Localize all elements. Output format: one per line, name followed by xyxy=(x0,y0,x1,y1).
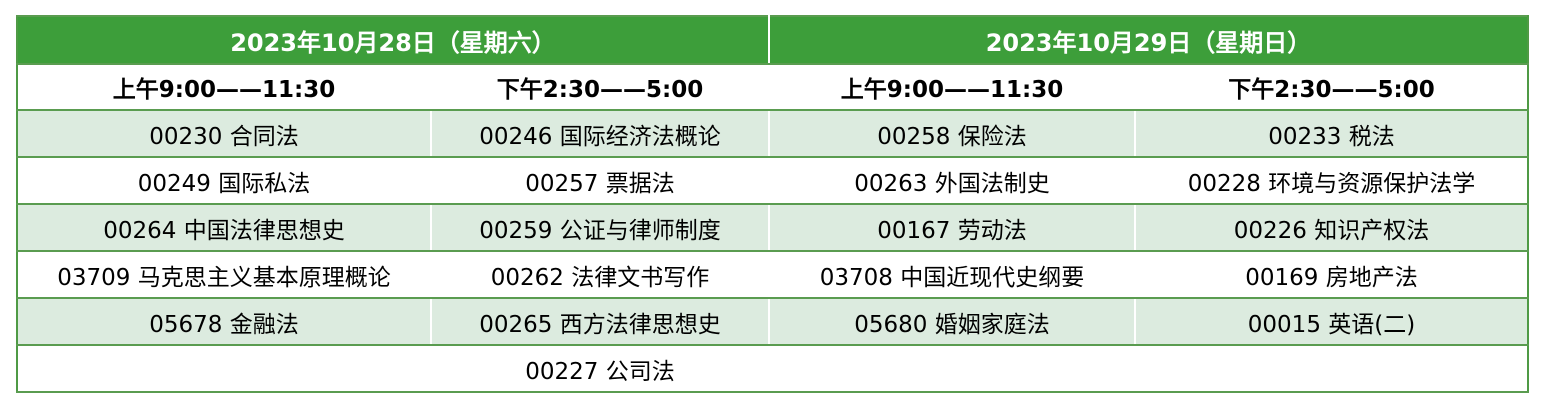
course-cell: 00246 国际经济法概论 xyxy=(430,109,770,158)
table-row: 00264 中国法律思想史 00259 公证与律师制度 00167 劳动法 00226… xyxy=(16,203,1529,252)
course-cell: 03708 中国近现代史纲要 xyxy=(768,250,1136,299)
course-cell: 05680 婚姻家庭法 xyxy=(768,297,1136,346)
course-cell: 00226 知识产权法 xyxy=(1134,203,1529,252)
course-cell xyxy=(768,344,1136,393)
table-row: 00249 国际私法 00257 票据法 00263 外国法制史 00228 环境与资… xyxy=(16,156,1529,205)
course-cell: 00015 英语(二) xyxy=(1134,297,1529,346)
course-cell: 00227 公司法 xyxy=(430,344,770,393)
course-cell: 00228 环境与资源保护法学 xyxy=(1134,156,1529,205)
course-cell xyxy=(16,344,432,393)
course-cell: 00167 劳动法 xyxy=(768,203,1136,252)
course-cell: 00257 票据法 xyxy=(430,156,770,205)
course-cell: 00264 中国法律思想史 xyxy=(16,203,432,252)
slot-oct29-morning: 上午9:00——11:30 xyxy=(768,63,1136,111)
course-cell: 00258 保险法 xyxy=(768,109,1136,158)
day-header-oct28: 2023年10月28日（星期六） xyxy=(16,15,770,65)
course-cell: 05678 金融法 xyxy=(16,297,432,346)
table-row: 00227 公司法 xyxy=(16,344,1529,393)
course-cell: 00263 外国法制史 xyxy=(768,156,1136,205)
day-header-row: 2023年10月28日（星期六） 2023年10月29日（星期日） xyxy=(16,15,1529,65)
course-cell: 03709 马克思主义基本原理概论 xyxy=(16,250,432,299)
table-row: 05678 金融法 00265 西方法律思想史 05680 婚姻家庭法 00015 英… xyxy=(16,297,1529,346)
table-row: 03709 马克思主义基本原理概论 00262 法律文书写作 03708 中国近现代… xyxy=(16,250,1529,299)
table-row: 00230 合同法 00246 国际经济法概论 00258 保险法 00233 税法 xyxy=(16,109,1529,158)
time-slot-row: 上午9:00——11:30 下午2:30——5:00 上午9:00——11:30… xyxy=(16,63,1529,111)
schedule-body: 00230 合同法 00246 国际经济法概论 00258 保险法 00233 税法 0… xyxy=(16,109,1529,393)
course-cell: 00265 西方法律思想史 xyxy=(430,297,770,346)
course-cell: 00230 合同法 xyxy=(16,109,432,158)
course-cell: 00233 税法 xyxy=(1134,109,1529,158)
course-cell: 00262 法律文书写作 xyxy=(430,250,770,299)
exam-schedule-table: 2023年10月28日（星期六） 2023年10月29日（星期日） 上午9:00… xyxy=(16,15,1529,393)
course-cell: 00259 公证与律师制度 xyxy=(430,203,770,252)
slot-oct28-afternoon: 下午2:30——5:00 xyxy=(430,63,770,111)
course-cell xyxy=(1134,344,1529,393)
course-cell: 00249 国际私法 xyxy=(16,156,432,205)
day-header-oct29: 2023年10月29日（星期日） xyxy=(768,15,1529,65)
course-cell: 00169 房地产法 xyxy=(1134,250,1529,299)
slot-oct28-morning: 上午9:00——11:30 xyxy=(16,63,432,111)
slot-oct29-afternoon: 下午2:30——5:00 xyxy=(1134,63,1529,111)
